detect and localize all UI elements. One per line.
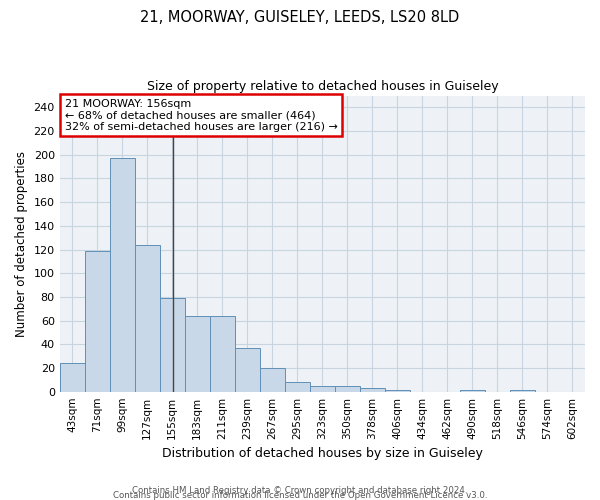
Bar <box>235 348 260 392</box>
Text: 21, MOORWAY, GUISELEY, LEEDS, LS20 8LD: 21, MOORWAY, GUISELEY, LEEDS, LS20 8LD <box>140 10 460 25</box>
Bar <box>285 382 310 392</box>
Bar <box>310 386 335 392</box>
Bar <box>385 390 410 392</box>
Text: 21 MOORWAY: 156sqm
← 68% of detached houses are smaller (464)
32% of semi-detach: 21 MOORWAY: 156sqm ← 68% of detached hou… <box>65 98 338 132</box>
Bar <box>135 245 160 392</box>
X-axis label: Distribution of detached houses by size in Guiseley: Distribution of detached houses by size … <box>162 447 483 460</box>
Bar <box>160 298 185 392</box>
Bar <box>460 390 485 392</box>
Bar <box>510 390 535 392</box>
Text: Contains HM Land Registry data © Crown copyright and database right 2024.: Contains HM Land Registry data © Crown c… <box>132 486 468 495</box>
Bar <box>85 250 110 392</box>
Bar <box>110 158 135 392</box>
Y-axis label: Number of detached properties: Number of detached properties <box>15 150 28 336</box>
Bar <box>185 316 210 392</box>
Text: Contains public sector information licensed under the Open Government Licence v3: Contains public sector information licen… <box>113 491 487 500</box>
Bar <box>260 368 285 392</box>
Bar <box>59 364 85 392</box>
Bar <box>360 388 385 392</box>
Title: Size of property relative to detached houses in Guiseley: Size of property relative to detached ho… <box>146 80 498 93</box>
Bar <box>210 316 235 392</box>
Bar <box>335 386 360 392</box>
